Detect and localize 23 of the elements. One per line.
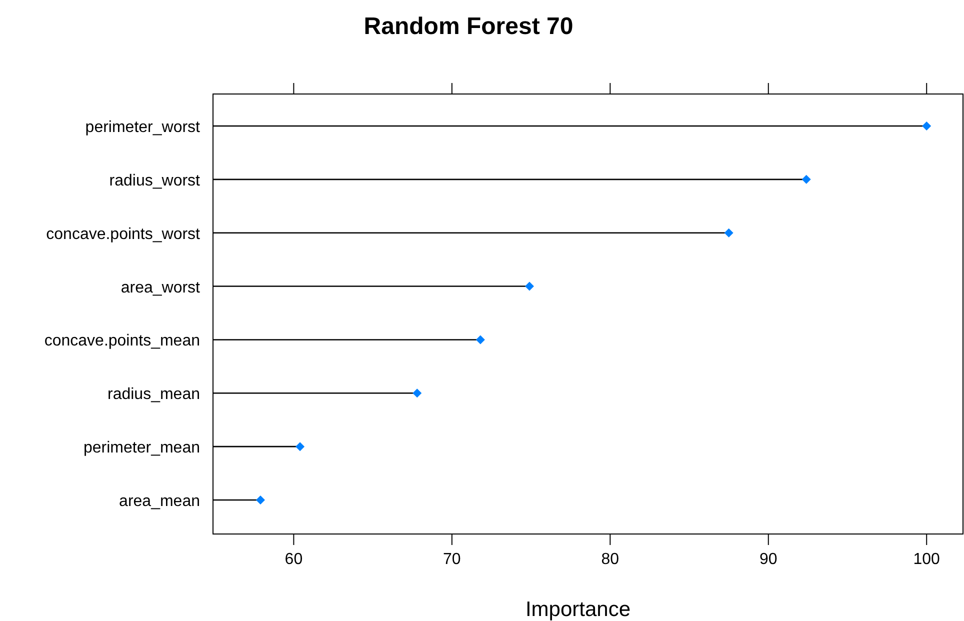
point [296,442,305,452]
y-tick-label: radius_mean [108,386,200,404]
point [922,122,932,130]
chart-title: Random Forest 70 [364,13,574,40]
x-axis-title: Importance [525,598,631,621]
x-tick-label: 100 [913,551,940,568]
y-tick-label: concave.points_worst [46,226,201,243]
x-tick-label: 70 [443,551,461,568]
point [476,335,485,344]
point [724,228,734,238]
y-tick-label: perimeter_mean [84,440,200,457]
y-tick-label: concave.points_mean [44,332,200,350]
y-tick-label: area_mean [119,493,200,510]
x-tick-label: 90 [759,551,778,568]
point [802,174,811,184]
point [256,496,265,504]
x-tick-label: 80 [601,551,620,568]
point [412,388,422,398]
y-tick-label: perimeter_worst [85,119,201,136]
y-tick-label: area_worst [120,279,201,296]
point [524,282,534,291]
y-tick-label: radius_worst [109,172,201,190]
x-tick-label: 60 [284,551,303,568]
